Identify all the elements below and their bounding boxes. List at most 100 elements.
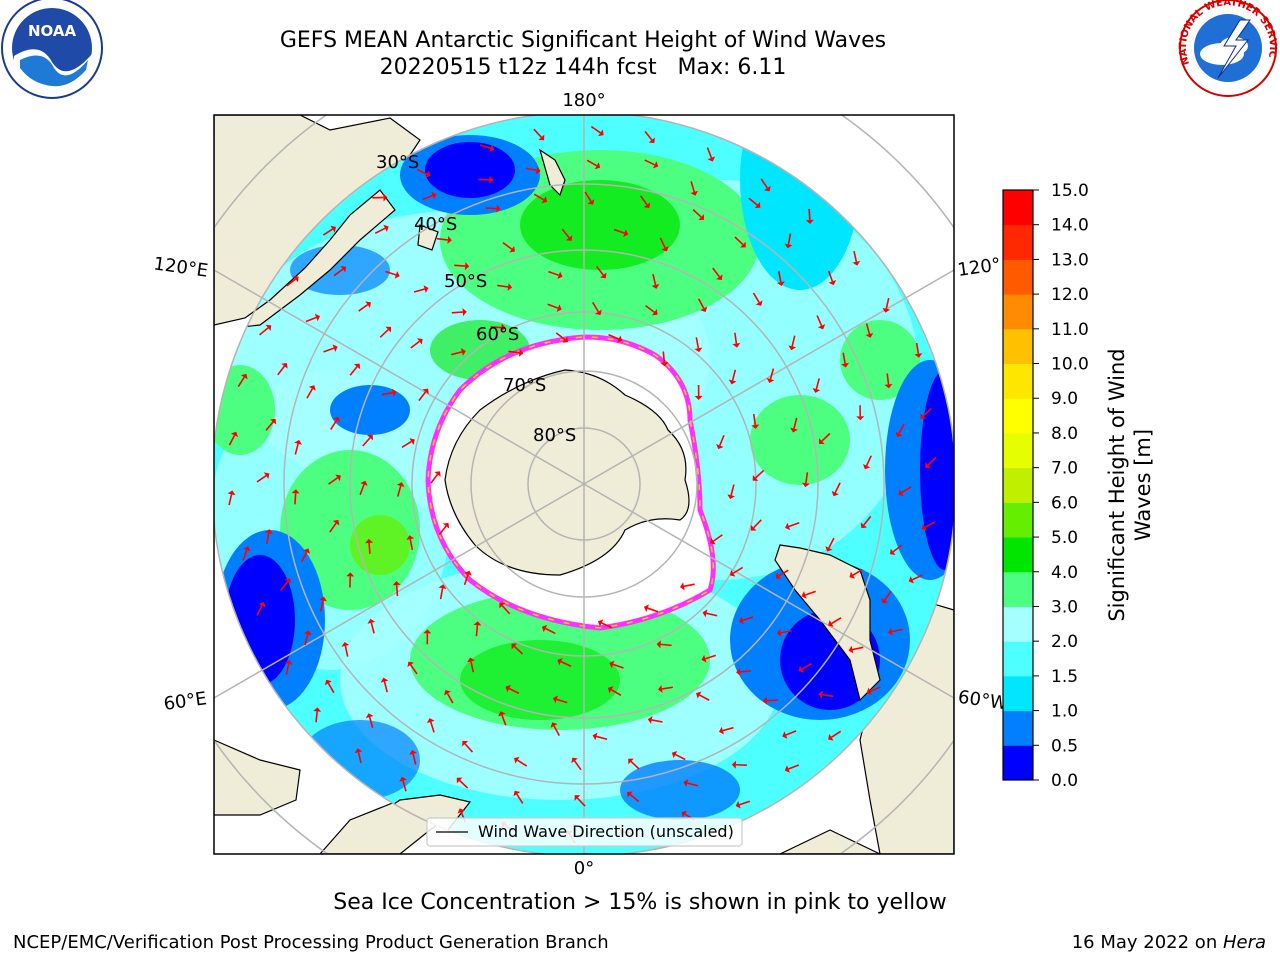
wave-arrow-shaft (516, 793, 524, 804)
wave-arrow-shaft (517, 759, 528, 767)
wave-arrow-head (805, 219, 814, 224)
legend: Wind Wave Direction (unscaled) (426, 817, 743, 847)
wave-arrow-shaft (863, 515, 872, 526)
wave-arrow-head (308, 385, 316, 391)
wave-arrow-shaft (525, 167, 537, 172)
wave-arrow-head (423, 629, 432, 634)
lon-label-0: 0° (574, 858, 594, 879)
wave-arrow-shaft (788, 521, 800, 528)
wave-arrow-head (849, 571, 855, 579)
colorbar-tick-label: 5.0 (1051, 528, 1078, 548)
wave-arrow-shaft (927, 456, 937, 466)
wave-arrow-head (303, 630, 312, 636)
wave-arrow-shaft (479, 144, 491, 149)
wave-arrow-head (776, 281, 785, 287)
wave-arrow-shaft (801, 662, 812, 670)
wave-arrow-shaft (573, 760, 582, 771)
wave-arrow-shaft (630, 760, 640, 770)
wave-arrow-head (365, 713, 374, 719)
footer-left: NCEP/EMC/Verification Post Processing Pr… (13, 932, 609, 953)
wave-arrow-shaft (645, 304, 655, 313)
wave-arrow-head (681, 810, 688, 818)
wave-arrow-shaft (396, 485, 402, 497)
colorbar-tick-label: 8.0 (1051, 424, 1078, 444)
svg-text:NATIONAL WEATHER SERVICE: NATIONAL WEATHER SERVICE (0, 0, 1278, 66)
wave-arrow-head (848, 645, 854, 654)
wave-arrow-head (671, 750, 678, 759)
wave-arrow-shaft (330, 419, 338, 431)
wave-arrow-shaft (381, 391, 393, 396)
colorbar-label-line2: Waves [m] (1131, 429, 1155, 541)
wave-arrow-head (735, 800, 741, 809)
wave-arrow-shaft (808, 208, 811, 221)
wave-arrow-head (841, 362, 850, 368)
wave-arrow-shaft (280, 581, 289, 591)
colorbar-tick-label: 14.0 (1051, 216, 1089, 236)
footer-machine: Hera (1222, 932, 1266, 953)
colorbar-tick-label: 11.0 (1051, 320, 1089, 340)
wave-arrow-head (294, 439, 302, 445)
wave-arrow-shaft (816, 315, 823, 327)
wave-arrow-shaft (831, 730, 842, 738)
wave-arrow-head (925, 462, 931, 468)
wave-arrow-shaft (237, 376, 245, 387)
wave-arrow-shaft (412, 753, 417, 765)
wave-arrow-head (592, 732, 598, 741)
wave-arrow-head (884, 383, 893, 389)
wave-arrow-shaft (852, 646, 864, 651)
wave-arrow-shaft (323, 347, 335, 353)
wave-arrow-head (825, 546, 833, 552)
wave-arrow-head (354, 748, 363, 754)
wave-arrow-head (434, 471, 441, 477)
wave-arrow-head (679, 582, 685, 591)
lat-label-70s: 70°S (503, 375, 546, 396)
colorbar-tick-label: 1.5 (1051, 667, 1078, 687)
wave-arrow-head (702, 609, 708, 618)
wave-arrow-head (921, 523, 928, 531)
wave-arrow-head (313, 707, 322, 712)
wave-arrow-shaft (418, 391, 427, 402)
wave-arrow-shaft (513, 645, 524, 655)
wave-arrow-head (417, 338, 423, 345)
wave-arrow-shaft (739, 669, 752, 673)
wave-arrow-shaft (662, 351, 666, 363)
wave-arrow-shaft (545, 627, 556, 635)
wave-arrow-head (385, 326, 392, 333)
colorbar-segment (1003, 190, 1033, 226)
wave-arrow-head (270, 418, 277, 425)
wave-arrow-head (707, 156, 716, 162)
wave-arrow-shaft (591, 301, 600, 313)
wave-arrow-head (766, 378, 775, 383)
wave-arrow-head (658, 684, 663, 693)
wave-arrow-shaft (827, 270, 834, 282)
wave-arrow-shaft (556, 698, 568, 704)
wave-arrow-head (284, 660, 293, 665)
wave-arrow-head (425, 170, 431, 178)
wave-arrow-head (240, 373, 248, 380)
wave-arrow-shaft (368, 716, 374, 728)
wave-arrow-shaft (319, 600, 324, 612)
wave-arrow-head (690, 190, 699, 196)
map-frame (213, 114, 955, 855)
wave-arrow-shaft (410, 664, 418, 675)
wave-arrow-head (511, 643, 518, 650)
colorbar-tick-label: 12.0 (1051, 285, 1089, 305)
wave-arrow-shaft (712, 267, 721, 278)
wave-arrow-head (801, 482, 810, 488)
wave-arrow-head (509, 245, 515, 253)
wave-arrow-head (392, 581, 401, 586)
wave-arrow-head (700, 306, 708, 312)
wave-arrow-shaft (752, 292, 760, 303)
colorbar-segment (1003, 259, 1033, 295)
colorbar-segment (1003, 745, 1033, 781)
wave-arrow-shaft (915, 342, 920, 354)
wave-arrow-shaft (629, 793, 640, 803)
wave-arrow-head (801, 591, 807, 599)
wave-arrow-head (598, 129, 604, 137)
wave-arrow-shaft (228, 434, 236, 446)
wave-arrow-head (507, 282, 513, 291)
wave-arrow-head (457, 808, 465, 814)
wave-arrow-head (710, 537, 716, 545)
wave-arrow-head (346, 572, 355, 577)
wave-arrow-head (750, 524, 757, 531)
